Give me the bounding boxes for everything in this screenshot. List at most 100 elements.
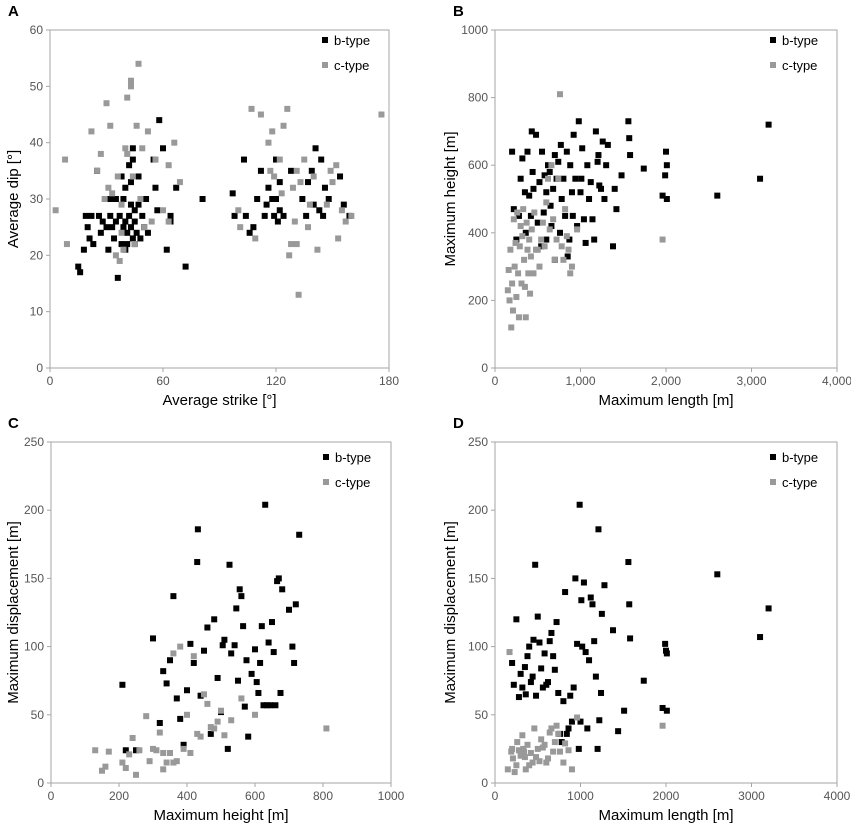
data-point-b-type [163, 246, 170, 253]
data-point-b-type [187, 640, 194, 647]
data-point-b-type [563, 148, 570, 155]
data-point-b-type [714, 571, 721, 578]
data-point-b-type [114, 274, 121, 281]
data-point-c-type [546, 226, 553, 233]
y-tick-label: 0 [37, 776, 44, 790]
data-point-b-type [615, 728, 622, 735]
data-point-b-type [611, 185, 618, 192]
data-point-b-type [90, 241, 97, 248]
data-point-b-type [228, 650, 235, 657]
data-point-b-type [263, 702, 270, 709]
data-point-b-type [550, 185, 557, 192]
data-point-b-type [133, 747, 139, 754]
data-point-b-type [596, 717, 603, 724]
data-point-c-type [310, 173, 317, 180]
data-point-c-type [568, 263, 575, 270]
series-b-type [509, 118, 772, 263]
data-point-b-type [291, 659, 298, 666]
y-tick-label: 50 [475, 708, 489, 722]
data-point-b-type [574, 640, 581, 647]
data-point-b-type [246, 229, 253, 236]
data-point-b-type [99, 218, 106, 225]
data-point-c-type [541, 741, 548, 748]
legend-label-c-type: c-type [335, 475, 370, 490]
data-point-c-type [545, 175, 552, 182]
data-point-c-type [252, 235, 259, 242]
data-point-b-type [601, 582, 608, 589]
data-point-c-type [126, 751, 133, 758]
data-point-c-type [118, 229, 125, 236]
data-point-c-type [297, 179, 304, 186]
y-axis-title: Maximum height [m] [442, 131, 459, 266]
data-point-c-type [527, 253, 534, 260]
data-point-c-type [170, 650, 177, 657]
data-point-b-type [231, 642, 238, 649]
data-point-b-type [109, 224, 116, 231]
data-point-b-type [509, 148, 516, 155]
y-tick-label: 250 [24, 435, 44, 449]
data-point-b-type [659, 704, 666, 711]
x-tick-label: 4000 [824, 789, 851, 803]
data-point-c-type [504, 287, 511, 294]
data-point-c-type [124, 94, 131, 101]
data-point-b-type [236, 586, 243, 593]
data-point-b-type [574, 223, 581, 230]
data-point-c-type [207, 724, 214, 731]
data-point-c-type [548, 162, 555, 169]
data-point-c-type [133, 771, 139, 778]
data-point-c-type [144, 128, 151, 135]
data-point-c-type [531, 209, 538, 216]
data-point-b-type [510, 206, 517, 213]
data-point-b-type [595, 526, 602, 533]
y-tick-label: 100 [468, 640, 488, 654]
plot-frame [50, 441, 392, 784]
data-point-c-type [518, 280, 525, 287]
data-point-c-type [524, 246, 531, 253]
data-point-c-type [338, 207, 345, 214]
data-point-b-type [515, 694, 522, 701]
data-point-b-type [111, 235, 118, 242]
data-point-c-type [211, 725, 218, 732]
data-point-b-type [252, 646, 258, 653]
panel-label: C [8, 415, 19, 432]
data-point-b-type [310, 201, 317, 208]
data-point-c-type [265, 139, 272, 146]
data-point-b-type [519, 684, 526, 691]
plot-frame [494, 441, 838, 784]
data-point-b-type [594, 158, 601, 165]
y-tick-label: 600 [468, 158, 488, 172]
data-point-b-type [321, 184, 328, 191]
data-point-b-type [97, 229, 104, 236]
data-point-b-type [576, 501, 583, 508]
y-tick-label: 100 [24, 640, 44, 654]
data-point-c-type [520, 206, 527, 213]
data-point-c-type [515, 270, 522, 277]
data-point-c-type [539, 219, 546, 226]
y-tick-label: 60 [30, 23, 44, 37]
legend: b-type c-type [770, 33, 818, 73]
data-point-c-type [513, 762, 520, 769]
y-tick-label: 400 [468, 226, 488, 240]
data-point-b-type [528, 128, 535, 135]
data-point-b-type [103, 224, 110, 231]
y-tick-label: 20 [30, 248, 44, 262]
data-point-c-type [238, 695, 245, 702]
data-point-b-type [82, 212, 89, 219]
data-point-c-type [550, 216, 557, 223]
data-point-b-type [274, 218, 281, 225]
data-point-c-type [556, 91, 563, 98]
data-point-b-type [591, 236, 598, 243]
data-point-c-type [107, 122, 114, 129]
data-point-b-type [598, 610, 605, 617]
data-point-b-type [578, 597, 585, 604]
data-point-c-type [507, 246, 514, 253]
data-point-c-type [538, 736, 545, 743]
legend-marker-c-type [770, 62, 776, 68]
data-point-c-type [127, 83, 134, 90]
data-point-b-type [80, 246, 87, 253]
data-point-b-type [243, 657, 250, 664]
data-point-b-type [543, 236, 550, 243]
data-point-b-type [522, 229, 529, 236]
data-point-b-type [270, 649, 277, 656]
data-point-c-type [528, 226, 535, 233]
